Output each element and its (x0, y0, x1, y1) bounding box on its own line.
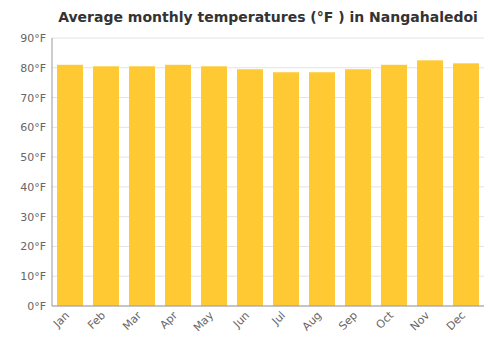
bar (417, 60, 443, 306)
grid-line (52, 38, 484, 39)
bar (237, 69, 263, 306)
bar (93, 66, 119, 306)
grid-line (52, 306, 484, 307)
bar (345, 69, 371, 306)
y-tick-label: 0°F (27, 300, 46, 313)
y-tick-label: 50°F (20, 151, 46, 164)
bar (453, 63, 479, 306)
x-tick-label: Mar (120, 309, 144, 333)
x-tick-label: May (191, 309, 217, 335)
y-tick-label: 10°F (20, 270, 46, 283)
y-tick-label: 40°F (20, 181, 46, 194)
bar (309, 72, 335, 306)
bar (381, 65, 407, 306)
y-axis-line (52, 38, 53, 306)
x-tick-label: Sep (336, 309, 360, 333)
chart-container: Average monthly temperatures (°F ) in Na… (0, 0, 500, 350)
x-tick-label: Jul (269, 309, 288, 328)
bar (201, 66, 227, 306)
bars (57, 60, 479, 306)
x-tick-label: Jan (50, 309, 72, 331)
bar (273, 72, 299, 306)
x-tick-label: Nov (408, 309, 433, 334)
x-tick-label: Feb (85, 309, 108, 332)
bar (57, 65, 83, 306)
grid (52, 38, 484, 306)
x-axis-line (52, 306, 484, 307)
bar (129, 66, 155, 306)
x-tick-label: Oct (373, 308, 396, 331)
y-axis: 0°F 10°F 20°F 30°F 40°F 50°F 60°F 70°F 80°F 90°F (20, 32, 52, 313)
chart-title: Average monthly temperatures (°F ) in Na… (58, 9, 478, 25)
bar (165, 65, 191, 306)
x-tick-label: Aug (300, 309, 324, 333)
y-tick-label: 30°F (20, 211, 46, 224)
y-tick-label: 90°F (20, 32, 46, 45)
y-tick-label: 60°F (20, 121, 46, 134)
chart: Average monthly temperatures (°F ) in Na… (0, 0, 500, 350)
y-tick-label: 20°F (20, 240, 46, 253)
x-tick-label: Apr (157, 309, 180, 332)
x-axis: Jan Feb Mar Apr May Jun Jul Aug Sep Oct Nov Dec (50, 306, 484, 334)
y-tick-label: 80°F (20, 62, 46, 75)
y-tick-label: 70°F (20, 92, 46, 105)
x-tick-label: Dec (444, 309, 468, 333)
x-tick-label: Jun (230, 309, 252, 331)
